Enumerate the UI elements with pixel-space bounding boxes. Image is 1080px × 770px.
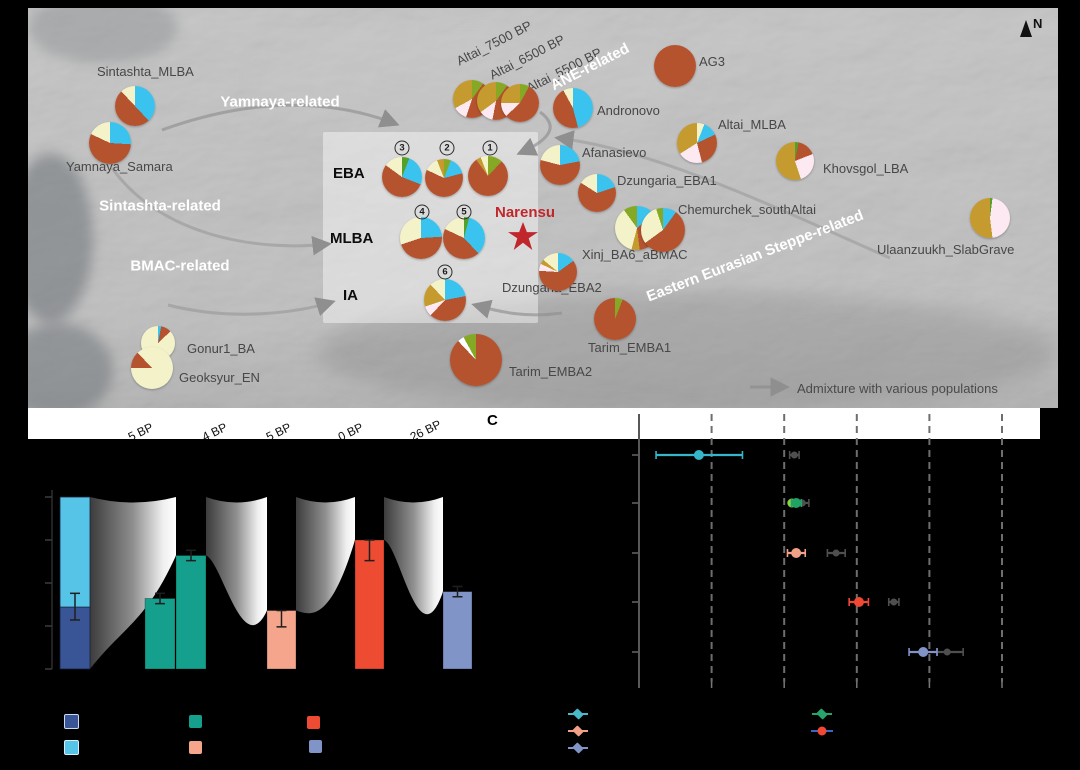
- relief-map: [28, 8, 1058, 408]
- compass-north-icon: N: [1020, 16, 1042, 37]
- era-label-mlba: MLBA: [330, 230, 374, 247]
- map-label-gonur1_ba: Gonur1_BA: [187, 341, 255, 356]
- map-label-tarim_emba2: Tarim_EMBA2: [509, 364, 593, 379]
- numbered-marker-5: 5: [456, 204, 472, 220]
- map-label-tarim_emba1: Tarim_EMBA1: [588, 340, 672, 355]
- admixture-pie-altai_mlba: [677, 123, 717, 163]
- admixture-pie-geoksyur_en: [131, 347, 173, 389]
- admixture-pie-chemurchek_southaltai: [641, 208, 685, 252]
- map-label-khovsgol_lba: Khovsgol_LBA: [823, 161, 909, 176]
- era-label-ia: IA: [343, 287, 358, 304]
- admixture-pie-narensu_mlba_5: [443, 217, 485, 259]
- row1-secondary-point: [790, 451, 798, 459]
- flow-label-2: BMAC-related: [130, 257, 230, 275]
- admixture-pie-narensu_ia_6: [424, 279, 466, 321]
- bar3: [175, 555, 207, 670]
- admixture-pie-dzungaria_eba2: [539, 253, 577, 291]
- map-label-andronovo: Andronovo: [597, 103, 660, 118]
- legend-b-swatch-1: [64, 740, 79, 755]
- admixture-pie-afanasievo: [540, 145, 580, 185]
- row3-secondary-point: [832, 549, 840, 557]
- map-label-geoksyur_en: Geoksyur_EN: [179, 370, 260, 385]
- relief-texture: [28, 8, 1058, 408]
- axis-label-band: 5 BP 4 BP 5 BP 0 BP 26 BP: [28, 408, 1040, 439]
- legend-b-swatch-3: [189, 741, 202, 754]
- row5-secondary-point: [943, 648, 951, 656]
- row5-main-point: [918, 647, 929, 657]
- water-body: [28, 153, 93, 323]
- bar2: [144, 598, 176, 670]
- legend-b-swatch-4: [307, 716, 320, 729]
- numbered-marker-6: 6: [437, 264, 453, 280]
- narensu-site-label: Narensu: [495, 204, 556, 221]
- row4-secondary-point: [890, 598, 898, 606]
- admixture-pie-dzungaria_eba1: [578, 174, 616, 212]
- bar6: [442, 591, 473, 670]
- map-label-altai_mlba: Altai_MLBA: [718, 117, 786, 132]
- flow-ribbon-3: [384, 497, 443, 615]
- water-body: [28, 8, 178, 63]
- admixture-pie-narensu_mlba_4: [400, 217, 442, 259]
- row1-main-point: [693, 450, 704, 460]
- admixture-note-label: Admixture with various populations: [797, 381, 998, 396]
- flow-label-0: Yamnaya-related: [220, 93, 340, 111]
- map-label-sintashta_mlba: Sintashta_MLBA: [97, 64, 194, 79]
- map-label-chemurchek_southaltai: Chemurchek_southAltai: [678, 202, 817, 217]
- compass-arrow-icon: [1020, 20, 1032, 37]
- row4-main-point: [853, 597, 864, 607]
- era-label-eba: EBA: [333, 165, 365, 182]
- panel-c-label: C: [487, 412, 498, 429]
- numbered-marker-4: 4: [414, 204, 430, 220]
- map-label-dzungaria_eba1: Dzungaria_EBA1: [617, 173, 717, 188]
- map-label-yamnaya_samara: Yamnaya_Samara: [66, 159, 173, 174]
- legend-b-swatch-2: [189, 715, 202, 728]
- flow-ribbon-1: [206, 497, 267, 626]
- admixture-pie-andronovo: [553, 88, 593, 128]
- legend-c-marker-4: [817, 726, 827, 736]
- admixture-pie-narensu_eba_3: [382, 157, 422, 197]
- legend-c-marker-1: [572, 725, 584, 737]
- flow-ribbon-0: [90, 497, 176, 669]
- bar1-segment-1: [59, 496, 91, 608]
- admixture-pie-tarim_emba1: [594, 298, 636, 340]
- numbered-marker-1: 1: [482, 140, 498, 156]
- bar5: [354, 539, 385, 670]
- admixture-pie-altai_5500: [501, 84, 539, 122]
- map-label-ulaanzuukh_slabgrave: Ulaanzuukh_SlabGrave: [877, 242, 1015, 257]
- admixture-pie-narensu_eba_2: [425, 159, 463, 197]
- flow-label-1: Sintashta-related: [99, 197, 221, 215]
- numbered-marker-2: 2: [439, 140, 455, 156]
- admixture-pie-yamnaya_samara: [89, 122, 131, 164]
- admixture-pie-ulaanzuukh_slabgrave: [970, 198, 1010, 238]
- row2-main-point: [791, 498, 802, 508]
- row3-main-point: [791, 548, 802, 558]
- legend-b-swatch-5: [309, 740, 322, 753]
- flow-ribbon-2: [296, 497, 355, 614]
- numbered-marker-3: 3: [394, 140, 410, 156]
- bar-chart: [45, 490, 473, 670]
- map-label-afanasievo: Afanasievo: [582, 145, 647, 160]
- admixture-pie-narensu_eba_1: [468, 156, 508, 196]
- map-label-ag3: AG3: [699, 54, 726, 69]
- legend-c-marker-2: [572, 742, 584, 754]
- admixture-pie-tarim_emba2: [450, 334, 502, 386]
- admixture-pie-sintashta_mlba: [115, 86, 155, 126]
- legend-b-swatch-0: [64, 714, 79, 729]
- compass-n-label: N: [1033, 16, 1043, 31]
- admixture-pie-khovsgol_lba: [776, 142, 814, 180]
- admixture-pie-ag3: [654, 45, 696, 87]
- ci-dot-plot: [632, 414, 1003, 688]
